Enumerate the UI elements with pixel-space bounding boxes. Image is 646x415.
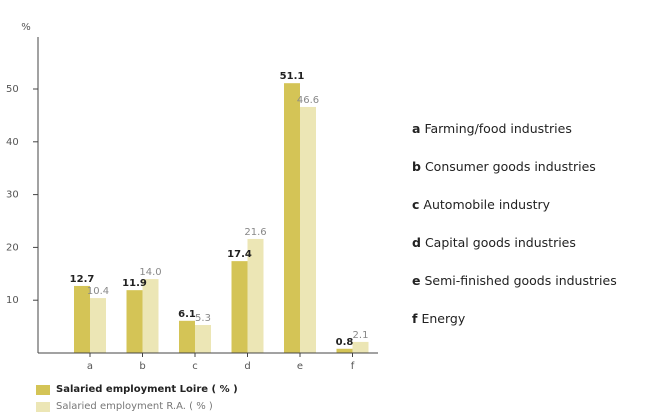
value-label-e-series-1: 51.1 [280, 71, 305, 82]
value-label-c-series-1: 6.1 [178, 309, 196, 320]
key-text: Energy [421, 311, 466, 326]
bar-e-series-1 [284, 83, 300, 353]
legend-item-loire: Salaried employment Loire ( % ) [36, 381, 238, 398]
bar-f-series-2 [352, 341, 369, 353]
key-letter: e [412, 273, 421, 288]
category-key-item-f: f Energy [412, 311, 617, 349]
key-letter: a [412, 121, 421, 136]
bar-c-series-2 [195, 325, 211, 353]
value-label-c-series-2: 5.3 [195, 313, 211, 324]
category-key-item-a: a Farming/food industries [412, 121, 617, 159]
value-label-d-series-1: 17.4 [227, 249, 252, 260]
value-label-f-series-2: 2.1 [353, 330, 369, 341]
x-tick-label: e [297, 361, 303, 372]
key-letter: d [412, 235, 421, 250]
key-text: Consumer goods industries [424, 159, 596, 174]
y-tick-label: 10 [6, 295, 19, 306]
y-tick-label: 20 [6, 242, 19, 253]
category-key-item-b: b Consumer goods industries [412, 159, 617, 197]
legend-item-ra: Salaried employment R.A. ( % ) [36, 398, 238, 415]
x-tick-label: d [244, 361, 250, 372]
bar-d-series-1 [231, 261, 248, 353]
y-tick-label: 30 [6, 190, 19, 201]
value-label-f-series-1: 0.8 [336, 337, 354, 348]
category-key: a Farming/food industries b Consumer goods… [412, 121, 617, 349]
bar-c-series-1 [179, 320, 195, 353]
y-axis-unit-label: % [21, 22, 31, 33]
key-letter: c [412, 197, 420, 212]
legend-swatch-loire [36, 384, 50, 395]
value-label-a-series-2: 10.4 [87, 286, 109, 297]
value-label-b-series-1: 11.9 [122, 278, 147, 289]
bar-a-series-1 [74, 285, 90, 353]
key-letter: b [412, 159, 421, 174]
y-tick-label: 50 [6, 84, 19, 95]
value-label-b-series-2: 14.0 [139, 267, 161, 278]
key-text: Capital goods industries [424, 235, 576, 250]
key-letter: f [412, 311, 418, 326]
bar-d-series-2 [247, 238, 264, 353]
value-labels: 12.710.4 11.914.0 6.1 5.3 17.4 21.6 51.1 46.6 0.… [70, 71, 369, 348]
x-tick-label: a [87, 361, 93, 372]
category-key-item-d: d Capital goods industries [412, 235, 617, 273]
key-text: Semi-finished goods industries [424, 273, 617, 288]
category-key-item-c: c Automobile industry [412, 197, 617, 235]
key-text: Farming/food industries [424, 121, 572, 136]
x-axis: a b c d e f [38, 352, 378, 372]
legend-label-ra: Salaried employment R.A. ( % ) [56, 401, 213, 412]
x-tick-label: f [351, 361, 355, 372]
key-text: Automobile industry [423, 197, 551, 212]
y-axis: % 10 20 30 40 50 [6, 22, 39, 353]
x-tick-label: c [192, 361, 198, 372]
value-label-d-series-2: 21.6 [244, 227, 266, 238]
legend-swatch-ra [36, 401, 50, 412]
category-key-item-e: e Semi-finished goods industries [412, 273, 617, 311]
value-label-e-series-2: 46.6 [297, 95, 319, 106]
bars [74, 83, 369, 354]
bar-a-series-2 [90, 298, 106, 353]
x-tick-label: b [139, 361, 145, 372]
value-label-a-series-1: 12.7 [70, 274, 95, 285]
bar-b-series-1 [126, 290, 143, 353]
bar-f-series-1 [336, 348, 353, 353]
legend-label-loire: Salaried employment Loire ( % ) [56, 384, 238, 395]
bar-e-series-2 [300, 106, 316, 354]
legend: Salaried employment Loire ( % ) Salaried… [36, 381, 238, 415]
y-tick-label: 40 [6, 137, 19, 148]
bar-b-series-2 [142, 279, 159, 353]
